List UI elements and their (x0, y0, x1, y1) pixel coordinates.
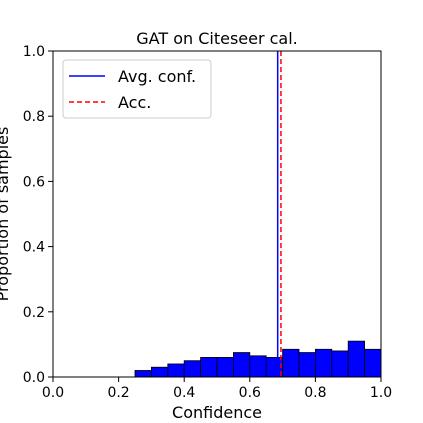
x-axis-label: Confidence (172, 403, 262, 422)
y-tick-label: 0.2 (23, 305, 45, 321)
x-tick-label: 1.0 (370, 385, 392, 401)
histogram-bar (314, 348, 333, 378)
x-tick-label: 0.4 (173, 385, 195, 401)
y-tick-label: 0.0 (23, 370, 45, 386)
histogram-bar (200, 357, 218, 378)
x-tick-label: 0.8 (304, 385, 326, 401)
y-tick-label: 0.4 (23, 240, 45, 256)
histogram-bar (134, 370, 152, 378)
histogram-bar (150, 366, 169, 378)
legend: Avg. conf. Acc. (62, 59, 212, 119)
legend-label-acc: Acc. (118, 93, 151, 112)
histogram-bars (134, 340, 382, 378)
histogram-bar (232, 352, 251, 378)
histogram-bar (167, 363, 185, 378)
reference-lines (276, 51, 282, 377)
histogram-bar (331, 350, 349, 378)
histogram-bar (282, 348, 300, 378)
histogram-bar (347, 340, 366, 378)
y-tick-label: 1.0 (23, 44, 45, 60)
histogram-bar (216, 357, 234, 378)
y-ticks: 0.0 0.2 0.4 0.6 0.8 1.0 (23, 44, 53, 386)
x-tick-label: 0.2 (107, 385, 129, 401)
y-tick-label: 0.6 (23, 174, 45, 190)
histogram-bar (183, 360, 201, 378)
x-tick-label: 0.0 (42, 385, 64, 401)
y-tick-label: 0.8 (23, 109, 45, 125)
histogram-bar (298, 352, 316, 378)
histogram-bar (364, 348, 382, 378)
x-ticks: 0.0 0.2 0.4 0.6 0.8 1.0 (42, 377, 392, 401)
y-axis-label: Proportion of samples (0, 127, 12, 302)
plot-frame (52, 50, 382, 378)
legend-box (62, 59, 212, 119)
chart-title: GAT on Citeseer cal. (136, 29, 298, 48)
histogram-bar (265, 357, 284, 378)
legend-label-avg-conf: Avg. conf. (118, 67, 196, 86)
histogram-bar (249, 355, 267, 378)
x-tick-label: 0.6 (239, 385, 261, 401)
